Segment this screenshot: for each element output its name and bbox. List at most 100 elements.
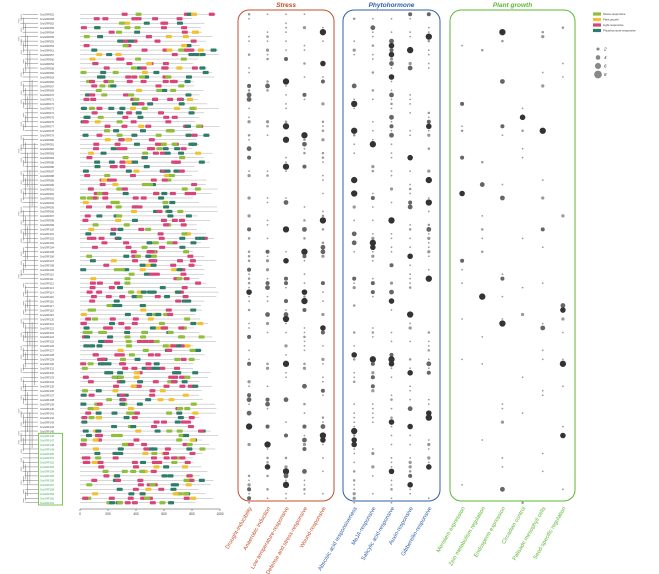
element-bubble xyxy=(352,380,356,384)
motif-box xyxy=(139,268,146,272)
element-label: Salicylic acid-responsive xyxy=(361,506,397,562)
element-bubble xyxy=(370,290,375,295)
element-bubble xyxy=(521,147,524,150)
element-bubble xyxy=(248,349,250,352)
element-bubble xyxy=(301,289,308,295)
element-bubble xyxy=(284,120,288,124)
motif-box xyxy=(81,416,88,420)
motif-box xyxy=(91,245,98,249)
motif-box xyxy=(107,335,114,339)
element-bubble xyxy=(408,460,412,465)
element-bubble xyxy=(247,277,251,280)
motif-box xyxy=(174,420,181,424)
motif-box xyxy=(108,496,115,500)
element-bubble xyxy=(282,226,290,233)
motif-box xyxy=(178,84,185,88)
element-bubble xyxy=(303,49,306,51)
element-bubble xyxy=(408,358,412,361)
motif-box xyxy=(153,70,160,75)
motif-box xyxy=(128,492,135,496)
element-bubble xyxy=(390,170,393,172)
element-bubble xyxy=(500,79,505,84)
element-bubble xyxy=(389,114,394,120)
motif-box xyxy=(148,447,155,451)
motif-box xyxy=(132,259,139,263)
element-bubble xyxy=(265,83,270,89)
element-bubble xyxy=(246,146,252,152)
motif-box xyxy=(164,169,171,173)
element-bubble xyxy=(320,437,326,443)
element-bubble xyxy=(389,263,394,268)
element-bubble xyxy=(247,89,251,92)
motif-box xyxy=(156,209,163,214)
motif-box xyxy=(162,61,169,66)
element-bubble xyxy=(390,331,393,334)
element-bubble xyxy=(266,170,269,172)
gene-label: GmGRF138 xyxy=(40,398,55,402)
motif-box xyxy=(82,120,89,124)
element-bubble xyxy=(285,322,287,325)
motif-box xyxy=(163,205,170,209)
motif-box xyxy=(184,191,191,196)
motif-box xyxy=(164,447,171,451)
element-bubble xyxy=(371,448,374,450)
element-bubble xyxy=(389,124,394,129)
element-bubble xyxy=(285,31,287,34)
motif-box xyxy=(171,241,178,245)
motif-legend: Stress-responsive Plant growthLight-respo… xyxy=(593,12,636,33)
element-bubble xyxy=(427,147,431,150)
element-bubble xyxy=(427,129,430,132)
element-bubble xyxy=(461,268,463,271)
motif-box xyxy=(116,433,123,438)
element-bubble xyxy=(285,309,287,311)
motif-box xyxy=(183,433,190,438)
motif-box xyxy=(145,263,152,267)
motif-box xyxy=(131,218,138,223)
motif-box xyxy=(127,442,134,447)
element-bubble xyxy=(247,281,251,285)
motif-box xyxy=(130,120,137,124)
element-bubble xyxy=(408,470,412,473)
element-bubble xyxy=(352,276,357,281)
motif-box xyxy=(198,429,205,433)
motif-box xyxy=(190,241,197,245)
element-bubble xyxy=(481,237,484,240)
element-bubble xyxy=(353,282,356,285)
element-bubble xyxy=(371,129,374,132)
element-bubble xyxy=(265,268,270,272)
element-bubble xyxy=(371,250,374,253)
gene-label: GmGRF142 xyxy=(40,416,55,420)
element-bubble xyxy=(500,124,505,129)
gene-label: GmGRF118 xyxy=(40,308,54,312)
motif-box xyxy=(125,169,132,173)
motif-box xyxy=(191,66,198,70)
element-bubble xyxy=(302,141,307,147)
motif-box xyxy=(89,286,96,290)
element-bubble xyxy=(266,407,269,410)
gene-label: GmGRF067 xyxy=(40,84,55,88)
gene-label: GmGRF078 xyxy=(40,129,55,133)
element-bubble xyxy=(409,340,412,343)
motif-box xyxy=(189,106,196,110)
element-bubble xyxy=(371,465,375,469)
motif-box xyxy=(161,191,168,196)
motif-box xyxy=(89,281,96,285)
gene-label: GmGRF098 xyxy=(40,219,55,223)
motif-box xyxy=(131,17,138,21)
motif-box xyxy=(177,407,184,411)
motif-box xyxy=(96,191,103,196)
element-bubble xyxy=(390,394,393,397)
motif-box xyxy=(187,424,194,429)
motif-box xyxy=(186,442,193,447)
motif-box xyxy=(152,17,159,21)
element-bubble xyxy=(303,282,306,285)
legend-label: Light-responsive xyxy=(603,23,624,27)
element-bubble xyxy=(303,362,306,366)
element-bubble xyxy=(248,295,250,298)
motif-box xyxy=(111,375,118,379)
motif-box xyxy=(84,214,91,218)
motif-box xyxy=(137,380,144,384)
element-bubble xyxy=(303,76,306,78)
motif-box xyxy=(113,129,120,133)
motif-box xyxy=(143,272,150,276)
